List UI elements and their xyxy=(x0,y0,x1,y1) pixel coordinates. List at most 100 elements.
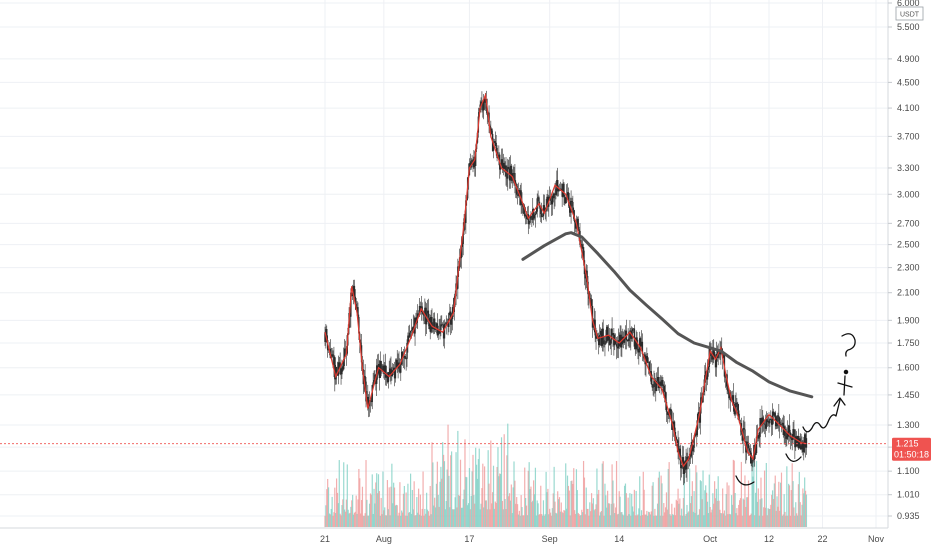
volume-bar xyxy=(767,508,769,527)
volume-bar xyxy=(410,513,413,527)
candle-body xyxy=(411,327,414,331)
candle-body xyxy=(639,338,642,347)
volume-bar xyxy=(512,487,514,527)
currency-label-text: USDT xyxy=(900,12,920,19)
volume-bar xyxy=(746,497,748,527)
candle-body xyxy=(441,324,443,325)
candle-body xyxy=(680,455,682,469)
candle-body xyxy=(689,453,692,457)
volume-bar xyxy=(570,481,572,527)
volume-bar xyxy=(354,511,356,527)
candle-body xyxy=(604,343,606,345)
candle-body xyxy=(394,367,397,379)
volume-bar xyxy=(533,480,535,527)
volume-bar xyxy=(715,488,718,527)
candle-body xyxy=(611,328,613,336)
volume-bar xyxy=(529,489,531,527)
volume-bar xyxy=(736,508,738,527)
volume-bar xyxy=(643,489,645,527)
volume-bar xyxy=(723,510,726,527)
volume-bar xyxy=(635,490,637,527)
volume-bar xyxy=(405,492,407,527)
volume-bar xyxy=(549,512,552,527)
volume-bar xyxy=(496,466,498,527)
candle-body xyxy=(372,382,374,386)
volume-bar xyxy=(386,480,389,527)
volume-bar xyxy=(394,505,397,527)
candle-body xyxy=(758,436,760,439)
volume-bar xyxy=(468,468,471,527)
y-tick-label: 5.500 xyxy=(897,22,920,32)
candle-body xyxy=(664,391,667,402)
candle-body xyxy=(667,412,669,415)
candle-body xyxy=(525,215,528,220)
volume-bar xyxy=(433,505,435,527)
candle-body xyxy=(441,324,444,326)
candle-body xyxy=(705,371,707,376)
candle-body xyxy=(540,207,542,214)
candle-body xyxy=(464,218,466,223)
candle-body xyxy=(400,351,403,365)
candle-body xyxy=(440,324,442,331)
volume-bar xyxy=(371,474,373,527)
volume-bar xyxy=(622,514,624,527)
candle-body xyxy=(627,339,629,342)
volume-bar xyxy=(531,502,533,527)
volume-bar xyxy=(409,512,411,527)
volume-bar xyxy=(544,514,546,527)
candle-body xyxy=(789,432,792,438)
candle-body xyxy=(680,465,683,469)
volume-bar xyxy=(406,515,408,527)
candle-body xyxy=(617,340,620,349)
candle-body xyxy=(637,348,639,353)
candle-body xyxy=(621,336,623,348)
volume-bar xyxy=(427,511,430,527)
candle-body xyxy=(794,436,796,448)
volume-bar xyxy=(716,500,718,527)
volume-bar xyxy=(621,512,623,527)
volume-bar xyxy=(735,513,737,527)
candle-body xyxy=(792,429,794,441)
candle-body xyxy=(729,396,731,399)
volume-bar xyxy=(516,504,519,527)
volume-bar xyxy=(367,515,369,527)
volume-bar xyxy=(479,509,481,527)
volume-bar xyxy=(623,485,626,527)
candle-body xyxy=(623,338,626,343)
volume-bar xyxy=(554,501,556,527)
volume-bar xyxy=(409,473,412,527)
time-axis[interactable]: 21 Aug 17 Sep 14 Oct 12 22 Nov xyxy=(320,534,885,544)
volume-bar xyxy=(489,509,491,527)
candle-body xyxy=(543,205,546,213)
volume-bar xyxy=(516,497,518,527)
candle-body xyxy=(364,375,366,382)
volume-bar xyxy=(722,488,724,527)
candle-body xyxy=(727,386,729,392)
volume-bar xyxy=(657,477,660,527)
candle-body xyxy=(557,188,560,192)
volume-bar xyxy=(636,515,638,527)
candle-body xyxy=(770,419,773,425)
price-axis[interactable]: 0.9351.0101.1001.2001.3001.4501.6001.750… xyxy=(888,0,920,521)
candle-body xyxy=(631,328,634,332)
volume-bar xyxy=(763,470,766,527)
volume-bar xyxy=(324,515,326,527)
candle-body xyxy=(337,362,340,376)
candle-body xyxy=(733,404,735,415)
candle-body xyxy=(760,417,762,425)
volume-bar xyxy=(393,487,396,527)
volume-bar xyxy=(328,513,331,527)
volume-bar xyxy=(459,459,462,527)
candle-body xyxy=(385,373,388,378)
candle-body xyxy=(728,391,730,399)
volume-bar xyxy=(429,485,431,527)
volume-bar xyxy=(749,514,751,527)
candle-body xyxy=(444,323,447,325)
volume-bar xyxy=(347,509,349,527)
candle-body xyxy=(403,355,406,358)
candle-body xyxy=(552,195,554,199)
volume-bar xyxy=(662,515,664,527)
volume-bar xyxy=(566,475,569,527)
candle-body xyxy=(672,421,675,425)
